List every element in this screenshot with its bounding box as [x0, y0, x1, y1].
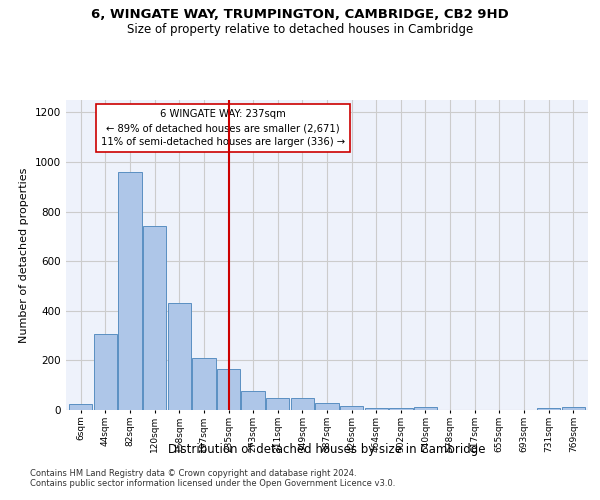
Bar: [365, 408, 388, 410]
Bar: [562, 407, 585, 410]
Bar: [167, 304, 191, 410]
Bar: [69, 404, 92, 410]
Bar: [316, 402, 338, 410]
Bar: [389, 408, 413, 410]
Bar: [192, 358, 215, 410]
Bar: [340, 406, 364, 410]
Text: Contains public sector information licensed under the Open Government Licence v3: Contains public sector information licen…: [30, 478, 395, 488]
Bar: [266, 398, 289, 410]
Bar: [290, 398, 314, 410]
Y-axis label: Number of detached properties: Number of detached properties: [19, 168, 29, 342]
Text: Contains HM Land Registry data © Crown copyright and database right 2024.: Contains HM Land Registry data © Crown c…: [30, 468, 356, 477]
Bar: [118, 172, 142, 410]
Bar: [414, 407, 437, 410]
Bar: [537, 408, 560, 410]
Text: Distribution of detached houses by size in Cambridge: Distribution of detached houses by size …: [168, 442, 486, 456]
Text: 6, WINGATE WAY, TRUMPINGTON, CAMBRIDGE, CB2 9HD: 6, WINGATE WAY, TRUMPINGTON, CAMBRIDGE, …: [91, 8, 509, 20]
Bar: [241, 392, 265, 410]
Text: Size of property relative to detached houses in Cambridge: Size of property relative to detached ho…: [127, 22, 473, 36]
Text: 6 WINGATE WAY: 237sqm
← 89% of detached houses are smaller (2,671)
11% of semi-d: 6 WINGATE WAY: 237sqm ← 89% of detached …: [101, 110, 344, 148]
Bar: [217, 369, 240, 410]
Bar: [143, 226, 166, 410]
Bar: [94, 334, 117, 410]
